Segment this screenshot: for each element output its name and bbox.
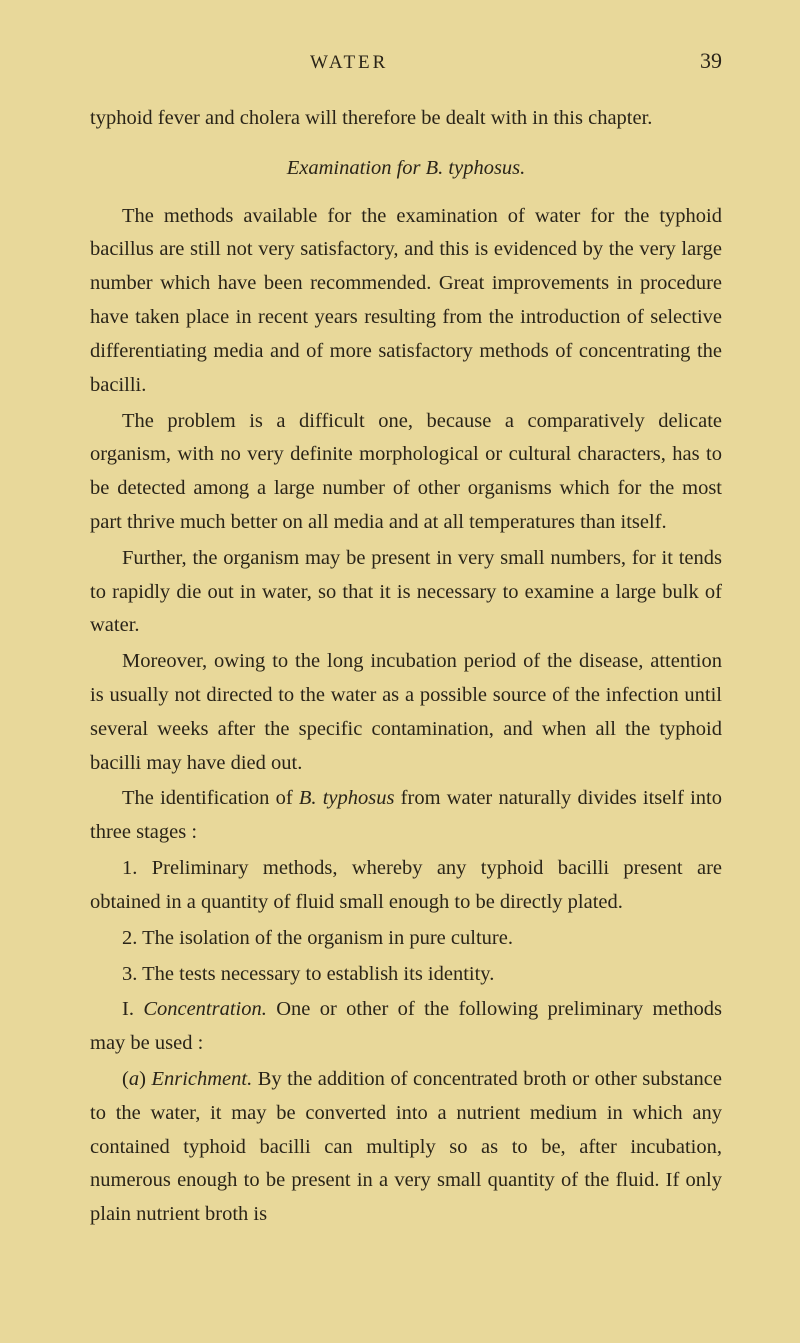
section-title-prefix: Examination for: [287, 157, 426, 179]
list-item-2: 2. The isolation of the organism in pure…: [90, 922, 722, 956]
list-item-1: 1. Preliminary methods, whereby any typh…: [90, 852, 722, 920]
paragraph-5: The identification of B. typhosus from w…: [90, 782, 722, 850]
sub-item-enrichment: (a) Enrichment. By the addition of conce…: [90, 1063, 722, 1232]
paragraph-4: Moreover, owing to the long incubation p…: [90, 645, 722, 780]
sub-a-paren: ): [139, 1068, 151, 1090]
sub-a-letter: a: [129, 1068, 139, 1090]
list-item-3: 3. The tests necessary to establish its …: [90, 958, 722, 992]
body-text: typhoid fever and cholera will therefore…: [90, 102, 722, 1232]
section-title: Examination for B. typhosus.: [90, 152, 722, 186]
sub1-title: Concentration.: [143, 998, 267, 1020]
paragraph-3: Further, the organism may be present in …: [90, 542, 722, 643]
sub-a-title: Enrichment.: [151, 1068, 252, 1090]
paragraph-1: The methods available for the examinatio…: [90, 200, 722, 403]
sub-a-post: By the addition of concentrated broth or…: [90, 1068, 722, 1225]
page-number: 39: [700, 48, 722, 74]
intro-paragraph: typhoid fever and cholera will therefore…: [90, 102, 722, 136]
p5-species: B. typhosus: [299, 787, 395, 809]
section-title-species: B. typhosus.: [426, 157, 526, 179]
running-head: WATER: [310, 52, 388, 74]
p5-pre: The identification of: [122, 787, 299, 809]
page-header: WATER 39: [90, 48, 722, 74]
paragraph-2: The problem is a difficult one, because …: [90, 405, 722, 540]
sub-a-pre: (: [122, 1068, 129, 1090]
sub-item-concentration: I. Concentration. One or other of the fo…: [90, 993, 722, 1061]
sub1-number: I.: [122, 998, 143, 1020]
